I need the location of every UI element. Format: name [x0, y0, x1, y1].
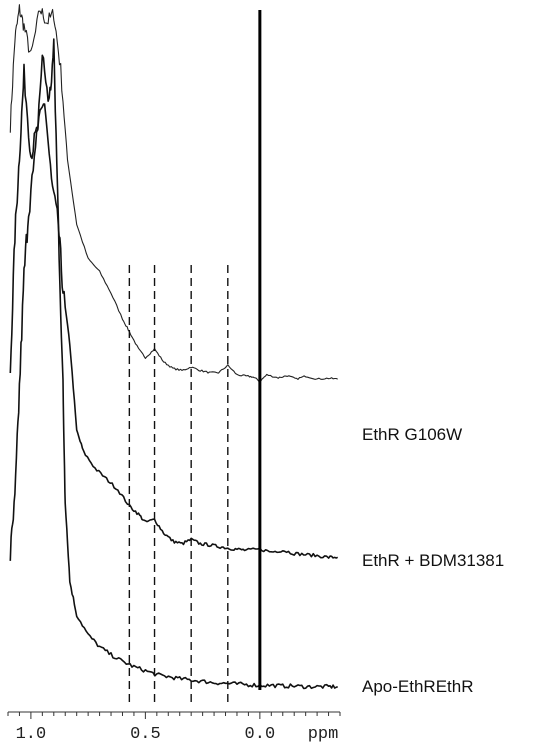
- spectrum-line-1: [9, 4, 338, 382]
- reference-lines-layer: [128, 10, 262, 707]
- series-label-3: Apo-EthREthR: [362, 677, 474, 696]
- series-labels: EthR G106W EthR + BDM31381 Apo-EthREthR: [362, 425, 504, 696]
- spectrum-line-3: [9, 38, 338, 690]
- spectra-layer: [9, 4, 339, 690]
- x-tick-label: 1.0: [16, 725, 47, 744]
- x-tick-label: 0.0: [245, 725, 276, 744]
- x-axis: 1.0 0.5 0.0 ppm: [7, 711, 341, 744]
- x-tick-label: 0.5: [130, 725, 161, 744]
- spectrum-line-2: [9, 63, 339, 559]
- series-label-2: EthR + BDM31381: [362, 551, 504, 570]
- series-label-1: EthR G106W: [362, 425, 462, 444]
- x-axis-unit-label: ppm: [308, 725, 339, 744]
